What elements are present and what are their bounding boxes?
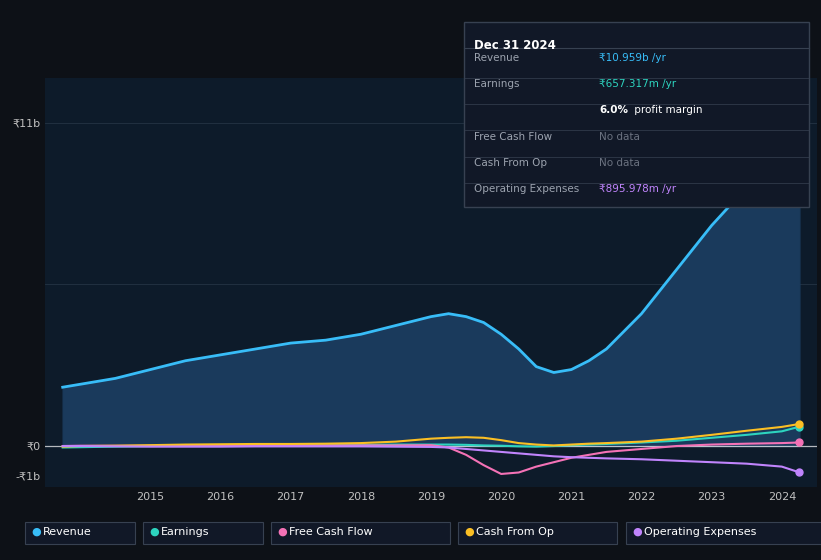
Text: Operating Expenses: Operating Expenses [644,527,756,537]
Text: Revenue: Revenue [43,527,91,537]
Text: ₹10.959b /yr: ₹10.959b /yr [599,53,666,63]
Text: No data: No data [599,158,640,168]
Text: Revenue: Revenue [474,53,519,63]
Text: ₹657.317m /yr: ₹657.317m /yr [599,80,677,90]
Text: Earnings: Earnings [474,80,519,90]
Text: Cash From Op: Cash From Op [474,158,547,168]
Text: Cash From Op: Cash From Op [476,527,554,537]
Text: Free Cash Flow: Free Cash Flow [474,132,552,142]
Text: ●: ● [465,527,475,537]
Text: Operating Expenses: Operating Expenses [474,184,579,194]
Text: ●: ● [31,527,41,537]
Text: ●: ● [632,527,642,537]
Text: profit margin: profit margin [631,105,702,115]
Text: 6.0%: 6.0% [599,105,628,115]
Text: No data: No data [599,132,640,142]
Text: ●: ● [277,527,287,537]
Text: ●: ● [149,527,159,537]
Text: ₹895.978m /yr: ₹895.978m /yr [599,184,677,194]
Text: Dec 31 2024: Dec 31 2024 [474,39,556,52]
Text: Free Cash Flow: Free Cash Flow [289,527,373,537]
Text: Earnings: Earnings [161,527,209,537]
